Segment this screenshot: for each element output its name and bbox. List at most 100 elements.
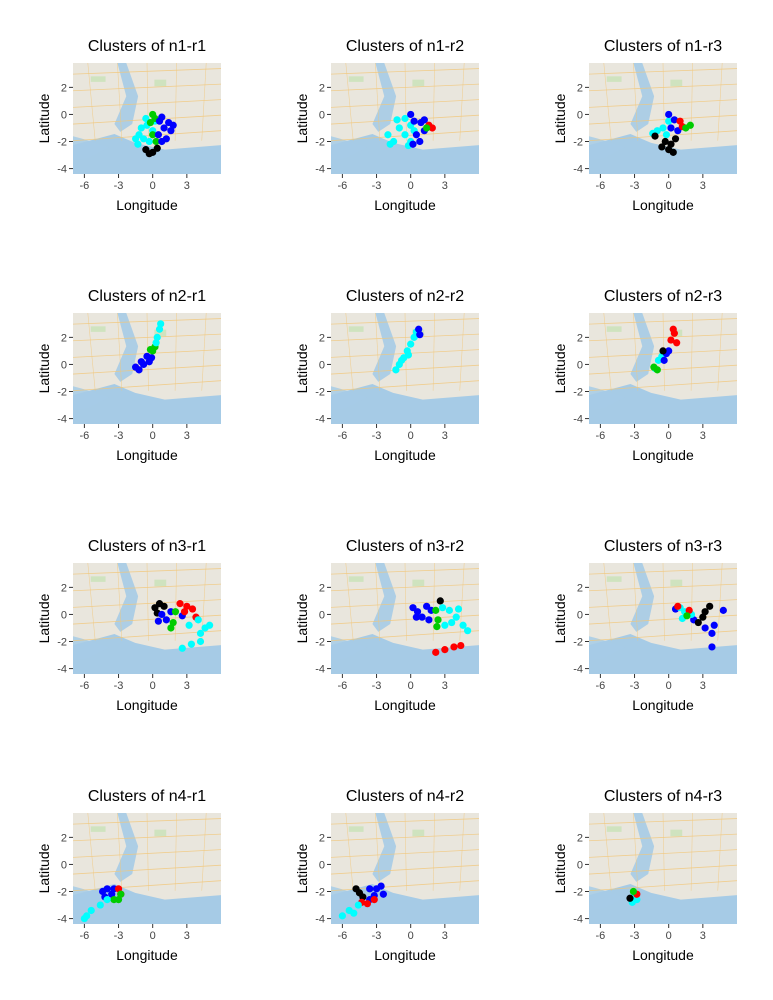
data-point <box>114 896 123 904</box>
series-points <box>409 597 472 656</box>
data-point <box>694 618 702 627</box>
map-road <box>603 813 612 891</box>
data-point <box>434 616 442 624</box>
x-tick-label: -3 <box>114 930 124 942</box>
map-road <box>589 83 737 92</box>
data-point <box>667 336 675 344</box>
map-background <box>589 63 737 174</box>
chart-title: Clusters of n2-r3 <box>604 288 722 305</box>
x-tick-label: -3 <box>630 430 640 442</box>
data-point <box>410 117 418 125</box>
map-park <box>606 76 622 82</box>
chart-title: Clusters of n1-r3 <box>604 38 722 55</box>
x-tick-label: -3 <box>372 180 382 192</box>
map-road <box>331 864 479 875</box>
data-point <box>708 629 716 637</box>
map-park <box>606 826 622 832</box>
chart-panel: Clusters of n4-r2 -6 -3 0 3 2 0 -2 -4 Longitude La… <box>294 788 479 963</box>
map-road <box>717 813 723 891</box>
map-road <box>404 63 407 141</box>
series-points <box>132 320 165 374</box>
y-tick-label: -4 <box>57 914 67 926</box>
map-park <box>154 79 167 87</box>
x-tick-label: 0 <box>666 680 672 692</box>
y-tick-label: 2 <box>319 82 325 94</box>
data-point <box>401 114 409 123</box>
data-point <box>659 347 667 355</box>
data-point <box>154 617 162 625</box>
map-road <box>87 313 96 391</box>
map-park <box>154 329 167 337</box>
data-point <box>188 605 197 613</box>
data-point <box>450 643 458 651</box>
data-point <box>145 150 153 158</box>
y-tick-label: -4 <box>57 664 67 676</box>
data-point <box>423 124 431 132</box>
map-road <box>117 313 123 391</box>
chart-panel: Clusters of n2-r2 -6 -3 0 3 2 0 -2 -4 Longitude La… <box>294 288 479 463</box>
map-bay <box>589 386 625 411</box>
data-point <box>416 137 424 146</box>
y-tick-label: -4 <box>315 914 325 926</box>
map-road <box>201 813 207 891</box>
map-road <box>201 313 207 391</box>
data-point <box>135 366 143 374</box>
data-point <box>673 339 681 347</box>
map-road <box>589 849 737 858</box>
y-tick-label: -2 <box>315 637 325 649</box>
data-point <box>139 135 148 143</box>
chart-title: Clusters of n3-r1 <box>88 538 206 555</box>
map-background <box>331 313 479 424</box>
x-tick-label: 0 <box>408 430 414 442</box>
x-tick-label: 3 <box>700 930 706 942</box>
map-road <box>345 813 354 891</box>
data-point <box>701 608 709 616</box>
data-point <box>432 648 440 656</box>
map-road <box>432 813 435 891</box>
y-tick-label: 2 <box>61 82 67 94</box>
data-point <box>379 890 387 898</box>
map-road <box>589 380 737 392</box>
y-tick-label: 0 <box>577 109 583 121</box>
map-road <box>73 333 221 342</box>
chart-title: Clusters of n3-r3 <box>604 538 722 555</box>
y-tick-label: -4 <box>573 414 583 426</box>
data-point <box>699 613 707 621</box>
map-road <box>589 864 737 875</box>
data-point <box>397 356 406 364</box>
data-point <box>659 124 667 132</box>
map-park <box>670 79 683 87</box>
x-tick-label: -6 <box>337 430 347 442</box>
map-road <box>589 583 737 592</box>
data-point <box>196 629 205 637</box>
x-axis-label: Longitude <box>632 697 694 713</box>
map-park <box>412 579 425 587</box>
map-park <box>90 576 106 582</box>
data-point <box>665 110 673 119</box>
data-point <box>454 605 463 613</box>
data-point <box>183 602 191 610</box>
y-tick-label: 2 <box>61 832 67 844</box>
y-axis-label: Latitude <box>552 593 568 643</box>
y-tick-label: 0 <box>577 359 583 371</box>
map-road <box>345 563 354 641</box>
map-park <box>670 829 683 837</box>
series-points <box>650 325 681 374</box>
map-road <box>404 563 407 641</box>
series-points <box>649 110 694 156</box>
chart-panel: Clusters of n2-r1 -6 -3 0 3 2 0 -2 -4 Longitude La… <box>36 288 221 463</box>
chart-title: Clusters of n4-r1 <box>88 788 206 805</box>
map-background <box>73 313 221 424</box>
map-road <box>633 813 639 891</box>
x-tick-label: 3 <box>184 430 190 442</box>
x-axis-label: Longitude <box>374 697 436 713</box>
data-point <box>146 118 155 127</box>
map-road <box>345 313 354 391</box>
chart-title: Clusters of n2-r1 <box>88 288 206 305</box>
x-tick-label: 0 <box>150 930 156 942</box>
data-point <box>370 896 378 904</box>
x-tick-label: 0 <box>666 930 672 942</box>
x-tick-label: -3 <box>630 180 640 192</box>
map-road <box>633 63 639 141</box>
map-ocean <box>73 634 221 674</box>
